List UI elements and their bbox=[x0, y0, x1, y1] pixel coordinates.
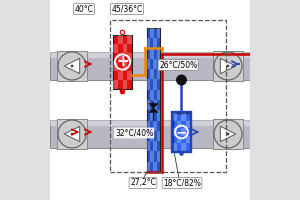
Bar bbox=[147, 121, 150, 131]
Text: 18°C/82%: 18°C/82% bbox=[163, 178, 201, 188]
Bar bbox=[147, 79, 150, 90]
Text: 26°C/50%: 26°C/50% bbox=[159, 60, 197, 70]
Bar bbox=[118, 71, 122, 80]
Text: +: + bbox=[116, 54, 129, 70]
Bar bbox=[147, 38, 150, 49]
Bar bbox=[157, 28, 160, 38]
Bar bbox=[173, 128, 177, 136]
Bar bbox=[147, 141, 150, 151]
Polygon shape bbox=[64, 126, 80, 142]
Bar bbox=[147, 28, 160, 172]
Bar bbox=[150, 131, 154, 141]
Bar bbox=[154, 162, 157, 172]
Circle shape bbox=[226, 133, 230, 135]
Circle shape bbox=[214, 120, 242, 148]
Bar bbox=[57, 119, 87, 149]
Bar bbox=[150, 28, 154, 38]
Bar bbox=[154, 38, 157, 49]
Bar bbox=[173, 143, 177, 151]
Bar bbox=[182, 113, 186, 121]
Bar bbox=[154, 100, 157, 110]
Bar bbox=[157, 151, 160, 162]
Bar bbox=[122, 62, 127, 71]
Bar bbox=[154, 79, 157, 90]
Bar bbox=[127, 53, 132, 62]
Bar bbox=[157, 69, 160, 79]
Bar bbox=[127, 35, 132, 44]
Bar bbox=[177, 121, 182, 128]
Bar bbox=[213, 119, 243, 149]
Bar bbox=[50, 52, 250, 80]
Bar bbox=[122, 44, 127, 53]
Bar bbox=[150, 90, 154, 100]
Text: 32°C/40%: 32°C/40% bbox=[115, 129, 153, 138]
Bar bbox=[150, 49, 154, 59]
Bar bbox=[157, 131, 160, 141]
Bar bbox=[113, 62, 118, 71]
Bar bbox=[172, 112, 191, 152]
Circle shape bbox=[177, 75, 186, 85]
Polygon shape bbox=[149, 108, 158, 112]
Bar bbox=[150, 69, 154, 79]
Bar bbox=[154, 59, 157, 69]
Bar bbox=[154, 121, 157, 131]
Circle shape bbox=[226, 65, 230, 67]
Bar bbox=[147, 59, 150, 69]
Bar bbox=[157, 49, 160, 59]
Circle shape bbox=[70, 133, 74, 135]
Polygon shape bbox=[64, 58, 80, 74]
Bar bbox=[150, 151, 154, 162]
Bar bbox=[113, 44, 118, 53]
Circle shape bbox=[180, 152, 183, 155]
Bar bbox=[186, 121, 190, 128]
Bar bbox=[50, 120, 250, 126]
Bar bbox=[113, 80, 118, 89]
Bar bbox=[50, 120, 250, 148]
Circle shape bbox=[120, 30, 125, 35]
Text: 40°C: 40°C bbox=[75, 4, 93, 14]
Bar bbox=[213, 51, 243, 81]
Text: 27,2°C: 27,2°C bbox=[130, 178, 156, 188]
Bar bbox=[57, 51, 87, 81]
Bar bbox=[177, 136, 182, 143]
Bar bbox=[127, 71, 132, 80]
Bar bbox=[147, 100, 150, 110]
Bar bbox=[157, 110, 160, 121]
Polygon shape bbox=[220, 58, 236, 74]
Text: −: − bbox=[176, 125, 187, 139]
Bar bbox=[182, 143, 186, 151]
Circle shape bbox=[58, 120, 86, 148]
Bar bbox=[122, 80, 127, 89]
Bar bbox=[113, 35, 132, 89]
Bar bbox=[150, 110, 154, 121]
Bar bbox=[186, 136, 190, 143]
Bar bbox=[154, 141, 157, 151]
Polygon shape bbox=[149, 104, 158, 108]
Circle shape bbox=[58, 52, 86, 80]
Bar bbox=[173, 113, 190, 151]
Bar bbox=[182, 128, 186, 136]
Circle shape bbox=[214, 52, 242, 80]
Text: 45/36°C: 45/36°C bbox=[111, 4, 142, 14]
Bar bbox=[173, 113, 177, 121]
Bar bbox=[147, 162, 150, 172]
Circle shape bbox=[70, 65, 74, 67]
Bar bbox=[118, 35, 122, 44]
Circle shape bbox=[120, 89, 125, 94]
Bar bbox=[157, 90, 160, 100]
Bar bbox=[50, 52, 250, 58]
Bar bbox=[110, 20, 226, 172]
Bar bbox=[118, 53, 122, 62]
Polygon shape bbox=[220, 126, 236, 142]
